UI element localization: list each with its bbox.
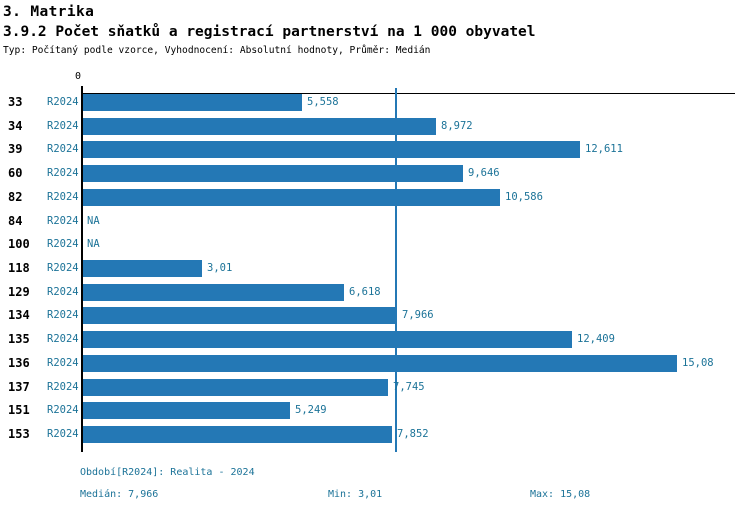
chart-row: 129 R2024 6,618: [0, 283, 750, 307]
min-stat-label: Min: 3,01: [328, 489, 383, 500]
bar-value-label: 9,646: [468, 167, 500, 180]
bar-value-label: 5,249: [295, 404, 327, 417]
page-title: 3.9.2 Počet sňatků a registrací partners…: [3, 24, 536, 40]
median-stat-label: Medián: 7,966: [80, 489, 159, 500]
chart-row: 84 R2024 NA: [0, 212, 750, 236]
chart-row: 82 R2024 10,586: [0, 188, 750, 212]
row-series-label: R2024: [47, 167, 79, 180]
bar-value-label: 10,586: [505, 190, 543, 203]
bar-value-label: 7,852: [397, 427, 429, 440]
value-bar[interactable]: [83, 283, 344, 301]
row-category-label: 153: [8, 426, 30, 441]
row-series-label: R2024: [47, 261, 79, 274]
bar-value-label: 6,618: [349, 285, 381, 298]
x-axis-zero-label: 0: [75, 71, 82, 82]
row-category-label: 33: [8, 95, 23, 109]
row-series-label: R2024: [47, 333, 79, 346]
row-category-label: 84: [8, 213, 23, 228]
row-category-label: 118: [8, 260, 30, 275]
row-series-label: R2024: [47, 238, 79, 251]
row-na-label: NA: [87, 238, 100, 251]
row-series-label: R2024: [47, 285, 79, 298]
chart-subtitle: Typ: Počítaný podle vzorce, Vyhodnocení:…: [3, 45, 431, 56]
chart-row: 60 R2024 9,646: [0, 164, 750, 188]
row-series-label: R2024: [47, 190, 79, 203]
chart-row: 118 R2024 3,01: [0, 259, 750, 283]
bar-value-label: 12,611: [585, 143, 623, 156]
row-series-label: R2024: [47, 143, 79, 156]
value-bar[interactable]: [83, 141, 580, 159]
value-bar[interactable]: [83, 378, 388, 396]
chart-row: 34 R2024 8,972: [0, 117, 750, 141]
row-series-label: R2024: [47, 404, 79, 417]
chart-row: 153 R2024 7,852: [0, 425, 750, 449]
bar-value-label: 7,966: [402, 309, 434, 322]
chart-row: 137 R2024 7,745: [0, 378, 750, 402]
row-category-label: 82: [8, 189, 23, 204]
chart-row: 100 R2024 NA: [0, 235, 750, 259]
row-series-label: R2024: [47, 427, 79, 440]
value-bar[interactable]: [83, 402, 290, 420]
value-bar[interactable]: [83, 165, 463, 183]
row-category-label: 39: [8, 142, 23, 157]
value-bar[interactable]: [83, 425, 392, 443]
row-na-label: NA: [87, 214, 100, 227]
chart-row: 135 R2024 12,409: [0, 330, 750, 354]
bar-value-label: 7,745: [393, 380, 425, 393]
section-title: 3. Matrika: [3, 4, 95, 20]
x-axis-line: [81, 93, 735, 94]
row-category-label: 129: [8, 284, 30, 299]
row-series-label: R2024: [47, 309, 79, 322]
row-category-label: 60: [8, 166, 23, 181]
y-axis-line: [81, 86, 83, 452]
chart-row: 39 R2024 12,611: [0, 140, 750, 164]
row-series-label: R2024: [47, 96, 79, 108]
row-category-label: 34: [8, 118, 23, 133]
row-series-label: R2024: [47, 356, 79, 369]
chart-row: 136 R2024 15,08: [0, 354, 750, 378]
row-category-label: 135: [8, 332, 30, 347]
row-category-label: 137: [8, 379, 30, 394]
bar-value-label: 3,01: [207, 261, 233, 274]
row-category-label: 151: [8, 403, 30, 418]
chart-row: 134 R2024 7,966: [0, 306, 750, 330]
value-bar[interactable]: [83, 94, 302, 111]
chart-row: 151 R2024 5,249: [0, 401, 750, 425]
median-line: [395, 88, 397, 452]
value-bar[interactable]: [83, 188, 500, 206]
bar-value-label: 5,558: [307, 96, 339, 108]
row-category-label: 136: [8, 355, 30, 370]
row-series-label: R2024: [47, 380, 79, 393]
bar-value-label: 8,972: [441, 119, 473, 132]
max-stat-label: Max: 15,08: [530, 489, 591, 500]
value-bar[interactable]: [83, 354, 677, 372]
row-series-label: R2024: [47, 214, 79, 227]
bar-value-label: 12,409: [577, 333, 615, 346]
value-bar[interactable]: [83, 117, 436, 135]
value-bar[interactable]: [83, 259, 202, 277]
row-category-label: 134: [8, 308, 30, 323]
period-label: Období[R2024]: Realita - 2024: [80, 467, 255, 478]
chart-row: 33 R2024 5,558: [0, 93, 750, 117]
value-bar[interactable]: [83, 307, 397, 325]
row-category-label: 100: [8, 237, 30, 252]
bar-value-label: 15,08: [682, 356, 714, 369]
row-series-label: R2024: [47, 119, 79, 132]
value-bar[interactable]: [83, 331, 572, 349]
